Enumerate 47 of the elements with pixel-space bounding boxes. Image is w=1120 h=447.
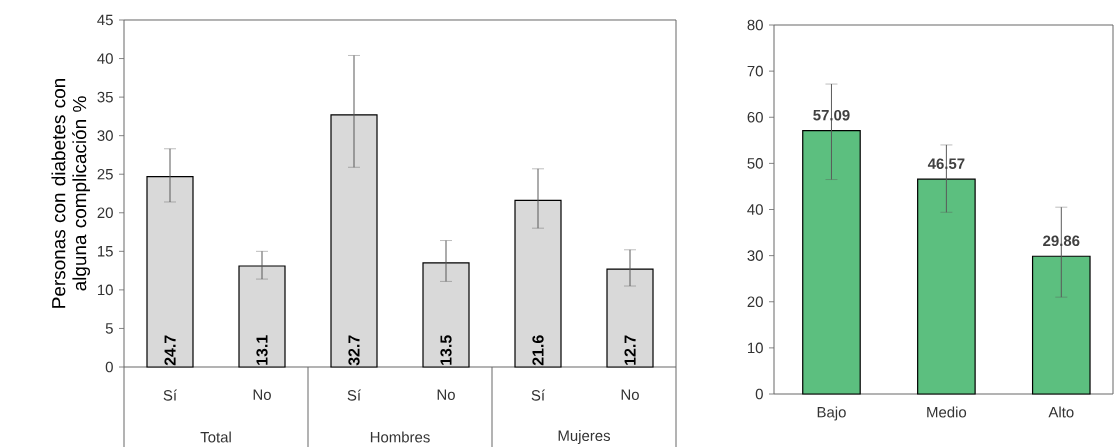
data-label: 21.6 (532, 335, 544, 366)
bar (422, 262, 470, 368)
y-tick-label: 35 (97, 91, 113, 103)
bar (330, 114, 378, 368)
data-label: 13.1 (256, 335, 268, 365)
y-tick-label: 60 (747, 111, 763, 123)
y-tick-label: 40 (747, 204, 763, 215)
y-tick-label: 30 (97, 130, 113, 141)
x-tick-label: Sí (347, 389, 361, 401)
y-tick-label: 45 (97, 14, 113, 26)
x-tick-label: Sí (163, 389, 177, 401)
y-tick-label: 20 (97, 207, 113, 219)
y-tick-label: 0 (755, 388, 763, 400)
y-tick-label: 20 (747, 296, 763, 308)
data-label: 13.5 (440, 335, 452, 365)
bar (1031, 255, 1091, 395)
data-label: 12.7 (624, 335, 636, 365)
y-tick-label: 50 (747, 158, 763, 169)
bar (606, 268, 654, 368)
x-tick-label: Sí (531, 389, 545, 401)
data-label: 32.7 (348, 335, 360, 366)
text: Hombres (370, 431, 430, 443)
text: Mujeres (558, 430, 611, 444)
bar (146, 175, 194, 368)
y-tick-label: 15 (98, 246, 113, 257)
x-tick-label: Medio (927, 406, 967, 418)
y-tick-label: 25 (97, 168, 113, 180)
y-tick-label: 70 (747, 65, 763, 77)
data-label: 24.7 (164, 335, 176, 366)
y-tick-label: 10 (98, 284, 113, 296)
bar (514, 199, 562, 368)
y-tick-label: 10 (748, 342, 763, 354)
y-tick-label: 30 (747, 250, 763, 261)
bar (238, 265, 286, 368)
x-tick-label: Alto (1048, 406, 1074, 418)
y-tick-label: 0 (105, 361, 113, 373)
x-tick-label: No (437, 389, 455, 400)
y-tick-label: 5 (105, 323, 113, 334)
y-tick-label: 40 (97, 53, 113, 64)
x-tick-label: No (253, 389, 271, 400)
y-axis-title: Personas con diabetes con alguna complicación % (51, 79, 91, 308)
bar (802, 130, 861, 395)
bar (917, 178, 976, 395)
text: Total (200, 431, 231, 443)
x-tick-label: Bajo (817, 406, 846, 421)
x-tick-label: No (621, 389, 639, 400)
y-tick-label: 80 (747, 19, 763, 31)
